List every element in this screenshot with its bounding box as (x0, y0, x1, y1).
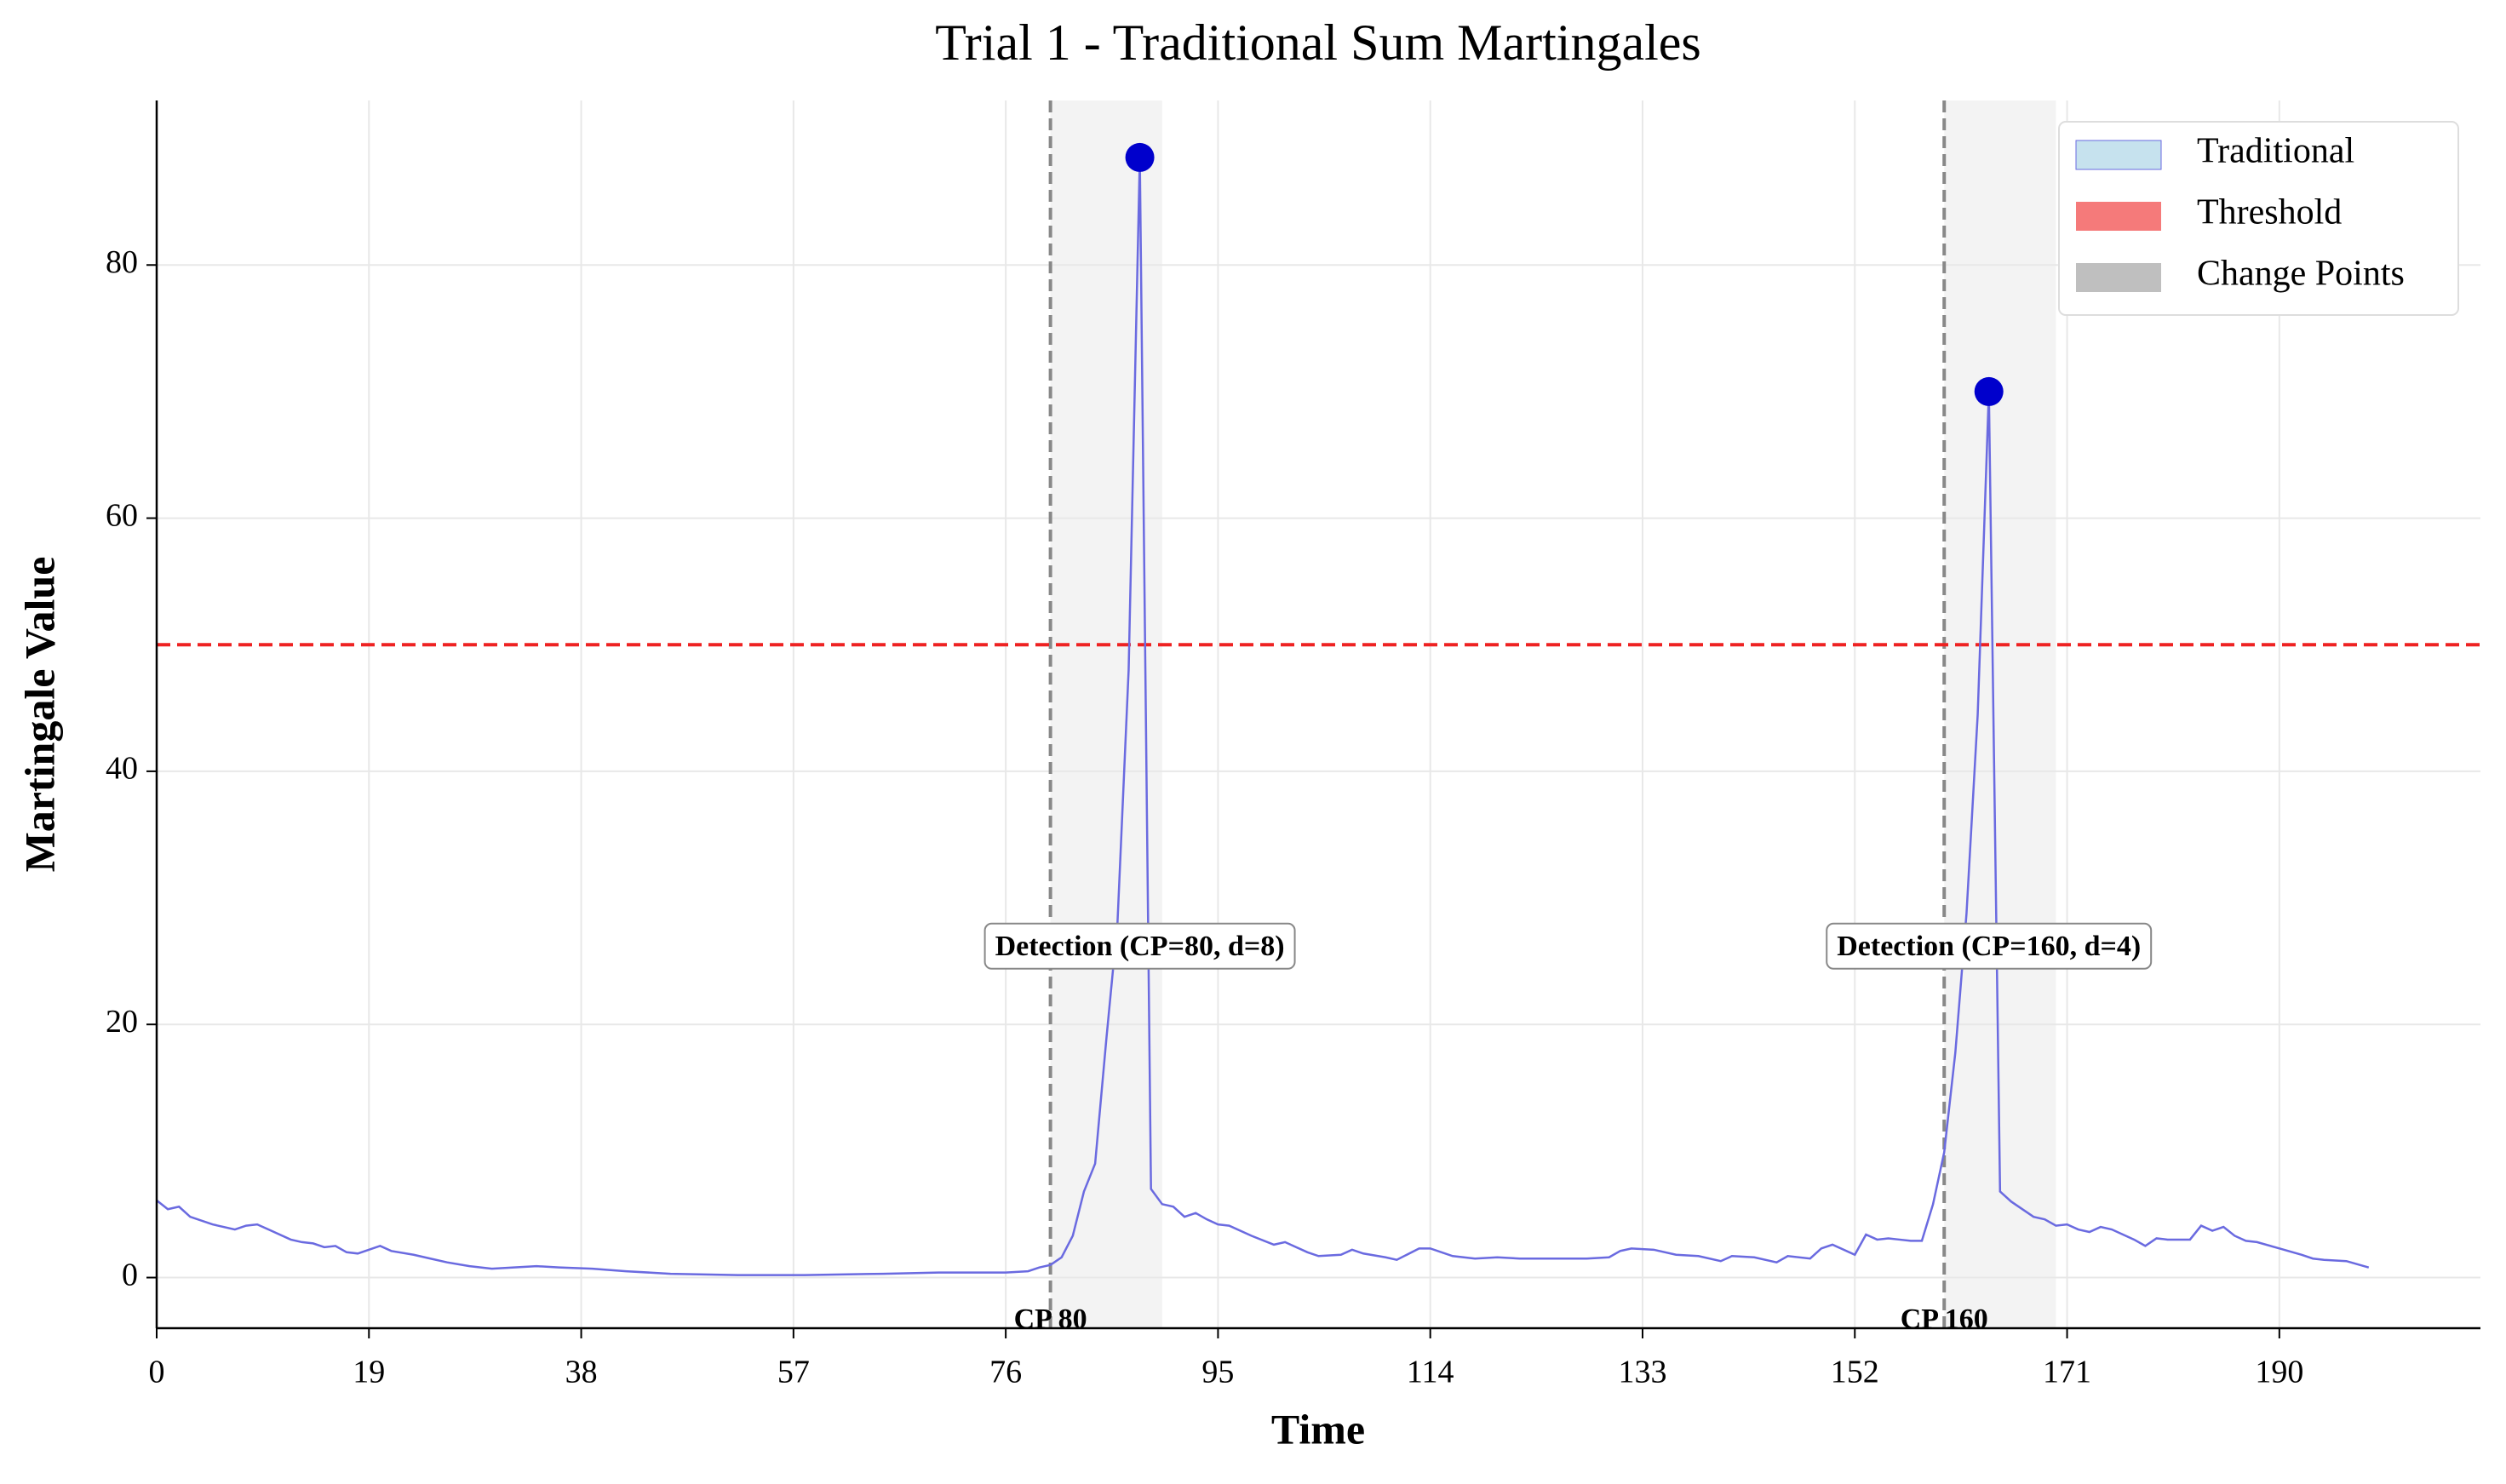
legend-label: Change Points (2197, 255, 2405, 294)
chart-title: Trial 1 - Traditional Sum Martingales (935, 14, 1700, 71)
annotation-text: Detection (CP=160, d=4) (1837, 931, 2141, 962)
x-axis-label: Time (1271, 1405, 1365, 1452)
detection-point (1974, 376, 2004, 406)
x-tick-label: 133 (1618, 1355, 1666, 1390)
legend-swatch (2075, 140, 2162, 170)
x-tick-label: 190 (2255, 1355, 2303, 1390)
annotation-box (1826, 922, 2153, 970)
legend-swatch (2076, 263, 2161, 292)
detection-point (1125, 142, 1155, 172)
series-line (156, 157, 2370, 1276)
legend-swatch (2076, 202, 2161, 231)
x-tick-label: 57 (777, 1355, 810, 1390)
legend: Traditional Threshold Change Points (2058, 121, 2459, 316)
x-tick-label: 19 (353, 1355, 385, 1390)
x-tick-label: 152 (1831, 1355, 1879, 1390)
y-axis-label: Martingale Value (15, 557, 63, 873)
y-tick-label: 40 (106, 751, 138, 787)
change-point-label: CP 160 (1901, 1304, 1988, 1335)
legend-label: Threshold (2197, 193, 2342, 232)
annotation-box (983, 922, 1296, 970)
y-tick-label: 60 (106, 497, 138, 533)
x-tick-label: 0 (149, 1355, 165, 1390)
detection-annotation: Detection (CP=160, d=4) (1826, 922, 2153, 970)
y-tick-label: 20 (106, 1004, 138, 1040)
legend-label: Traditional (2197, 132, 2354, 171)
x-tick-label: 171 (2043, 1355, 2091, 1390)
x-tick-label: 114 (1407, 1355, 1454, 1390)
change-window (1050, 100, 1162, 1328)
y-tick-label: 80 (106, 244, 138, 280)
detection-annotation: Detection (CP=80, d=8) (983, 922, 1296, 970)
y-tick-label: 0 (122, 1257, 138, 1292)
x-tick-label: 95 (1201, 1355, 1234, 1390)
x-tick-label: 38 (565, 1355, 598, 1390)
annotation-text: Detection (CP=80, d=8) (995, 931, 1285, 962)
change-point-label: CP 80 (1014, 1304, 1087, 1335)
x-tick-label: 76 (989, 1355, 1022, 1390)
